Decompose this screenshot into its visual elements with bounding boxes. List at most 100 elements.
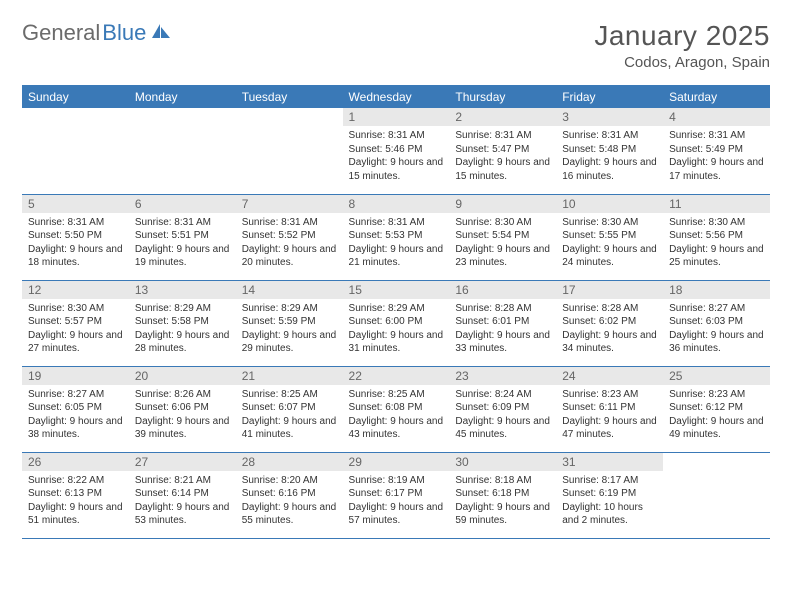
- day-details: Sunrise: 8:25 AMSunset: 6:08 PMDaylight:…: [343, 385, 450, 446]
- calendar-day-cell: 26Sunrise: 8:22 AMSunset: 6:13 PMDayligh…: [22, 452, 129, 538]
- day-details: Sunrise: 8:31 AMSunset: 5:49 PMDaylight:…: [663, 126, 770, 187]
- weekday-header: Sunday: [22, 86, 129, 109]
- day-number: 30: [449, 453, 556, 471]
- day-number: 23: [449, 367, 556, 385]
- calendar-day-cell: [236, 108, 343, 194]
- calendar-week-row: 5Sunrise: 8:31 AMSunset: 5:50 PMDaylight…: [22, 194, 770, 280]
- day-number: 27: [129, 453, 236, 471]
- day-details: Sunrise: 8:29 AMSunset: 5:58 PMDaylight:…: [129, 299, 236, 360]
- day-number: 2: [449, 108, 556, 126]
- day-number: 7: [236, 195, 343, 213]
- day-number: 13: [129, 281, 236, 299]
- day-number: 3: [556, 108, 663, 126]
- day-details: Sunrise: 8:28 AMSunset: 6:01 PMDaylight:…: [449, 299, 556, 360]
- calendar-day-cell: 25Sunrise: 8:23 AMSunset: 6:12 PMDayligh…: [663, 366, 770, 452]
- calendar-day-cell: 28Sunrise: 8:20 AMSunset: 6:16 PMDayligh…: [236, 452, 343, 538]
- page: GeneralBlue January 2025 Codos, Aragon, …: [0, 0, 792, 549]
- calendar-day-cell: 29Sunrise: 8:19 AMSunset: 6:17 PMDayligh…: [343, 452, 450, 538]
- calendar-day-cell: 1Sunrise: 8:31 AMSunset: 5:46 PMDaylight…: [343, 108, 450, 194]
- calendar-day-cell: [663, 452, 770, 538]
- day-number: 26: [22, 453, 129, 471]
- calendar-week-row: 12Sunrise: 8:30 AMSunset: 5:57 PMDayligh…: [22, 280, 770, 366]
- logo-text-2: Blue: [102, 20, 146, 46]
- day-number: 29: [343, 453, 450, 471]
- day-number: 1: [343, 108, 450, 126]
- day-number: 22: [343, 367, 450, 385]
- day-number: 6: [129, 195, 236, 213]
- day-details: Sunrise: 8:22 AMSunset: 6:13 PMDaylight:…: [22, 471, 129, 532]
- weekday-header: Monday: [129, 86, 236, 109]
- calendar-day-cell: 14Sunrise: 8:29 AMSunset: 5:59 PMDayligh…: [236, 280, 343, 366]
- day-number: 21: [236, 367, 343, 385]
- day-details: Sunrise: 8:31 AMSunset: 5:46 PMDaylight:…: [343, 126, 450, 187]
- calendar-day-cell: 22Sunrise: 8:25 AMSunset: 6:08 PMDayligh…: [343, 366, 450, 452]
- day-details: Sunrise: 8:30 AMSunset: 5:54 PMDaylight:…: [449, 213, 556, 274]
- day-details: Sunrise: 8:18 AMSunset: 6:18 PMDaylight:…: [449, 471, 556, 532]
- calendar-day-cell: 5Sunrise: 8:31 AMSunset: 5:50 PMDaylight…: [22, 194, 129, 280]
- day-details: Sunrise: 8:31 AMSunset: 5:52 PMDaylight:…: [236, 213, 343, 274]
- day-details: Sunrise: 8:30 AMSunset: 5:55 PMDaylight:…: [556, 213, 663, 274]
- header: GeneralBlue January 2025 Codos, Aragon, …: [22, 20, 770, 71]
- calendar-week-row: 19Sunrise: 8:27 AMSunset: 6:05 PMDayligh…: [22, 366, 770, 452]
- day-number: 10: [556, 195, 663, 213]
- calendar-day-cell: 30Sunrise: 8:18 AMSunset: 6:18 PMDayligh…: [449, 452, 556, 538]
- calendar-day-cell: 23Sunrise: 8:24 AMSunset: 6:09 PMDayligh…: [449, 366, 556, 452]
- day-number: 12: [22, 281, 129, 299]
- calendar-day-cell: 9Sunrise: 8:30 AMSunset: 5:54 PMDaylight…: [449, 194, 556, 280]
- calendar-day-cell: 7Sunrise: 8:31 AMSunset: 5:52 PMDaylight…: [236, 194, 343, 280]
- day-number: 28: [236, 453, 343, 471]
- logo: GeneralBlue: [22, 20, 172, 46]
- day-details: Sunrise: 8:29 AMSunset: 5:59 PMDaylight:…: [236, 299, 343, 360]
- day-details: Sunrise: 8:31 AMSunset: 5:50 PMDaylight:…: [22, 213, 129, 274]
- day-details: Sunrise: 8:19 AMSunset: 6:17 PMDaylight:…: [343, 471, 450, 532]
- day-details: Sunrise: 8:28 AMSunset: 6:02 PMDaylight:…: [556, 299, 663, 360]
- location: Codos, Aragon, Spain: [594, 54, 770, 71]
- calendar-day-cell: 17Sunrise: 8:28 AMSunset: 6:02 PMDayligh…: [556, 280, 663, 366]
- weekday-header: Tuesday: [236, 86, 343, 109]
- day-details: Sunrise: 8:30 AMSunset: 5:56 PMDaylight:…: [663, 213, 770, 274]
- calendar-day-cell: 27Sunrise: 8:21 AMSunset: 6:14 PMDayligh…: [129, 452, 236, 538]
- calendar-day-cell: 13Sunrise: 8:29 AMSunset: 5:58 PMDayligh…: [129, 280, 236, 366]
- day-details: Sunrise: 8:31 AMSunset: 5:53 PMDaylight:…: [343, 213, 450, 274]
- calendar-day-cell: 6Sunrise: 8:31 AMSunset: 5:51 PMDaylight…: [129, 194, 236, 280]
- calendar-day-cell: 3Sunrise: 8:31 AMSunset: 5:48 PMDaylight…: [556, 108, 663, 194]
- calendar-week-row: 1Sunrise: 8:31 AMSunset: 5:46 PMDaylight…: [22, 108, 770, 194]
- day-details: Sunrise: 8:31 AMSunset: 5:51 PMDaylight:…: [129, 213, 236, 274]
- logo-text-1: General: [22, 20, 100, 46]
- calendar-table: Sunday Monday Tuesday Wednesday Thursday…: [22, 85, 770, 539]
- calendar-day-cell: 18Sunrise: 8:27 AMSunset: 6:03 PMDayligh…: [663, 280, 770, 366]
- calendar-day-cell: 2Sunrise: 8:31 AMSunset: 5:47 PMDaylight…: [449, 108, 556, 194]
- day-number: 31: [556, 453, 663, 471]
- day-number: 8: [343, 195, 450, 213]
- day-details: Sunrise: 8:20 AMSunset: 6:16 PMDaylight:…: [236, 471, 343, 532]
- day-details: Sunrise: 8:21 AMSunset: 6:14 PMDaylight:…: [129, 471, 236, 532]
- title-block: January 2025 Codos, Aragon, Spain: [594, 20, 770, 71]
- calendar-body: 1Sunrise: 8:31 AMSunset: 5:46 PMDaylight…: [22, 108, 770, 538]
- day-details: Sunrise: 8:24 AMSunset: 6:09 PMDaylight:…: [449, 385, 556, 446]
- day-number: 15: [343, 281, 450, 299]
- day-number: 4: [663, 108, 770, 126]
- day-number: 24: [556, 367, 663, 385]
- day-details: Sunrise: 8:31 AMSunset: 5:47 PMDaylight:…: [449, 126, 556, 187]
- month-title: January 2025: [594, 20, 770, 52]
- sail-icon: [150, 20, 172, 46]
- day-details: Sunrise: 8:27 AMSunset: 6:05 PMDaylight:…: [22, 385, 129, 446]
- day-number: 5: [22, 195, 129, 213]
- weekday-header: Thursday: [449, 86, 556, 109]
- calendar-day-cell: 4Sunrise: 8:31 AMSunset: 5:49 PMDaylight…: [663, 108, 770, 194]
- weekday-header-row: Sunday Monday Tuesday Wednesday Thursday…: [22, 86, 770, 109]
- day-details: Sunrise: 8:26 AMSunset: 6:06 PMDaylight:…: [129, 385, 236, 446]
- day-number: 14: [236, 281, 343, 299]
- calendar-day-cell: 8Sunrise: 8:31 AMSunset: 5:53 PMDaylight…: [343, 194, 450, 280]
- day-number: 25: [663, 367, 770, 385]
- day-number: 11: [663, 195, 770, 213]
- calendar-day-cell: 16Sunrise: 8:28 AMSunset: 6:01 PMDayligh…: [449, 280, 556, 366]
- calendar-day-cell: [22, 108, 129, 194]
- day-number: 19: [22, 367, 129, 385]
- calendar-week-row: 26Sunrise: 8:22 AMSunset: 6:13 PMDayligh…: [22, 452, 770, 538]
- weekday-header: Wednesday: [343, 86, 450, 109]
- calendar-day-cell: 21Sunrise: 8:25 AMSunset: 6:07 PMDayligh…: [236, 366, 343, 452]
- day-details: Sunrise: 8:30 AMSunset: 5:57 PMDaylight:…: [22, 299, 129, 360]
- day-number: 9: [449, 195, 556, 213]
- calendar-day-cell: [129, 108, 236, 194]
